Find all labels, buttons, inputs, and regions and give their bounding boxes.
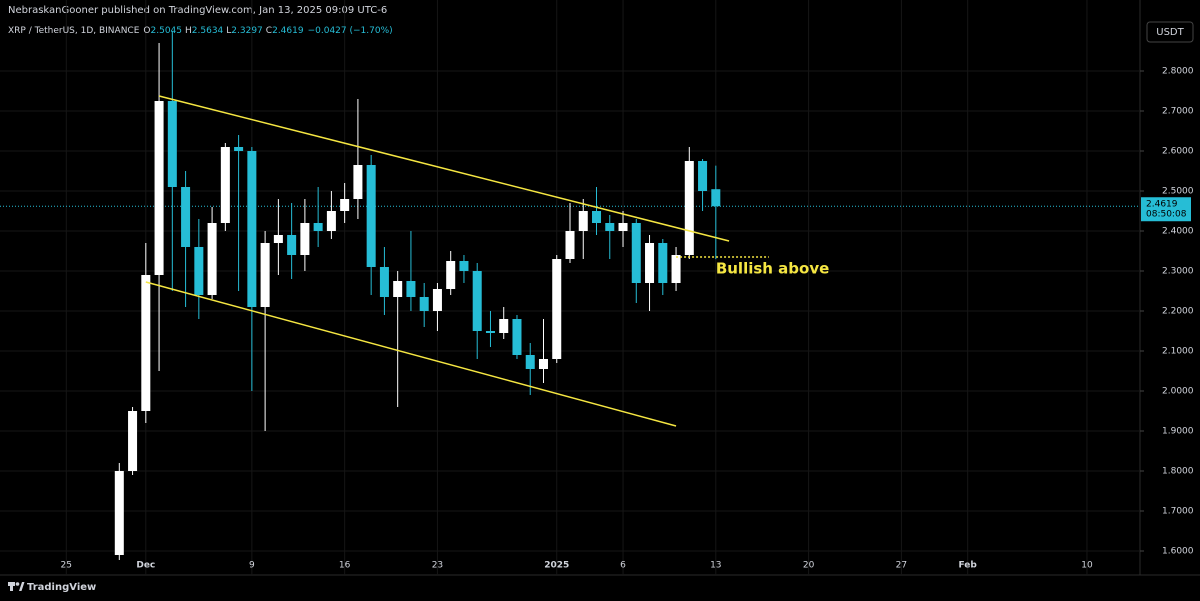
candle-body xyxy=(711,189,721,207)
candle-body xyxy=(287,235,297,255)
legend-part: H xyxy=(185,26,192,36)
y-tick-label: 2.7000 xyxy=(1162,107,1194,117)
candle-body xyxy=(459,261,469,271)
candle-body xyxy=(512,319,522,355)
candle-body xyxy=(273,235,283,243)
candle-body xyxy=(605,223,615,231)
candle-body xyxy=(366,165,376,267)
currency-box[interactable] xyxy=(1146,21,1194,43)
candle-body xyxy=(313,223,323,231)
y-tick-label: 1.9000 xyxy=(1162,427,1194,437)
candle-body xyxy=(128,411,138,471)
candle-body xyxy=(194,247,204,295)
y-tick-label: 1.7000 xyxy=(1162,507,1194,517)
candle-body xyxy=(207,223,217,295)
brand-logo xyxy=(8,582,25,591)
legend-part: O xyxy=(143,26,150,36)
candle-body xyxy=(260,243,270,307)
candle-body xyxy=(631,223,641,283)
legend: XRP / TetherUS, 1D, BINANCE O2.5045 H2.563… xyxy=(8,26,393,36)
brand: TradingView xyxy=(27,582,96,593)
candle-body xyxy=(538,359,548,369)
legend-part: 2.5634 xyxy=(192,26,224,36)
candle-body xyxy=(406,281,416,297)
y-tick-label: 2.2000 xyxy=(1162,307,1194,317)
candle-body xyxy=(658,243,668,283)
annotation: Bullish above xyxy=(716,260,829,278)
candle-body xyxy=(592,211,602,223)
candle-body xyxy=(432,289,442,311)
candle-body xyxy=(247,151,257,307)
y-tick-label: 2.6000 xyxy=(1162,147,1194,157)
candle-body xyxy=(578,211,588,231)
candle-body xyxy=(698,161,708,191)
legend-part: 2.5045 xyxy=(151,26,183,36)
candle-body xyxy=(393,281,403,297)
candle-body xyxy=(472,271,482,331)
candle-body xyxy=(565,231,575,259)
candle-body xyxy=(340,199,350,211)
trendline xyxy=(158,95,730,242)
candle-body xyxy=(419,297,429,311)
candle-body xyxy=(234,147,244,151)
candle-body xyxy=(114,471,124,555)
y-tick-label: 2.1000 xyxy=(1162,347,1194,357)
y-tick-label: 2.8000 xyxy=(1162,67,1194,77)
legend-part: C xyxy=(266,26,272,36)
y-tick-label: 2.5000 xyxy=(1162,187,1194,197)
x-tick-label: 13 xyxy=(710,561,721,571)
candle-body xyxy=(552,259,562,359)
x-tick-label: 10 xyxy=(1081,561,1093,571)
candle-body xyxy=(141,275,151,411)
candle-body xyxy=(446,261,456,289)
candle-body xyxy=(167,101,177,187)
candle-body xyxy=(379,267,389,297)
candle-body xyxy=(485,331,495,333)
candle-body xyxy=(618,223,628,231)
y-tick-label: 1.6000 xyxy=(1162,547,1194,557)
y-tick-label: 2.4000 xyxy=(1162,227,1194,237)
publisher-line: NebraskanGooner published on TradingView… xyxy=(8,5,387,16)
legend-part: L xyxy=(226,26,231,36)
candle-body xyxy=(525,355,535,369)
legend-part: −0.0427 (−1.70%) xyxy=(308,26,393,36)
x-tick-label: 16 xyxy=(339,561,351,571)
x-tick-label: 20 xyxy=(803,561,815,571)
candle-body xyxy=(300,223,310,255)
candle-body xyxy=(220,147,230,223)
candle-body xyxy=(684,161,694,255)
last-price-label: 2.4619 xyxy=(1146,200,1178,210)
currency[interactable]: USDT xyxy=(1156,27,1184,38)
x-tick-label: 27 xyxy=(896,561,907,571)
candle-body xyxy=(181,187,191,247)
x-tick-label: 25 xyxy=(61,561,72,571)
legend-part: 2.3297 xyxy=(231,26,263,36)
legend-part: 2.4619 xyxy=(272,26,304,36)
x-tick-label: 2025 xyxy=(544,561,569,571)
trendline xyxy=(145,281,677,427)
candle-body xyxy=(499,319,509,333)
candle-body xyxy=(154,101,164,275)
x-tick-label: Dec xyxy=(136,561,155,571)
candle-body xyxy=(353,165,363,199)
countdown: 08:50:08 xyxy=(1146,210,1187,220)
y-tick-label: 2.0000 xyxy=(1162,387,1194,397)
candle-body xyxy=(326,211,336,231)
candle-body xyxy=(671,255,681,283)
plot-area xyxy=(0,31,1140,560)
last-price-box xyxy=(1141,197,1191,222)
x-tick-label: 6 xyxy=(620,561,626,571)
x-tick-label: 9 xyxy=(249,561,255,571)
x-tick-label: 23 xyxy=(432,561,443,571)
y-tick-label: 1.8000 xyxy=(1162,467,1194,477)
legend-part: XRP / TetherUS, 1D, BINANCE xyxy=(8,26,140,36)
y-tick-label: 2.3000 xyxy=(1162,267,1194,277)
candle-body xyxy=(645,243,655,283)
x-tick-label: Feb xyxy=(959,561,978,571)
